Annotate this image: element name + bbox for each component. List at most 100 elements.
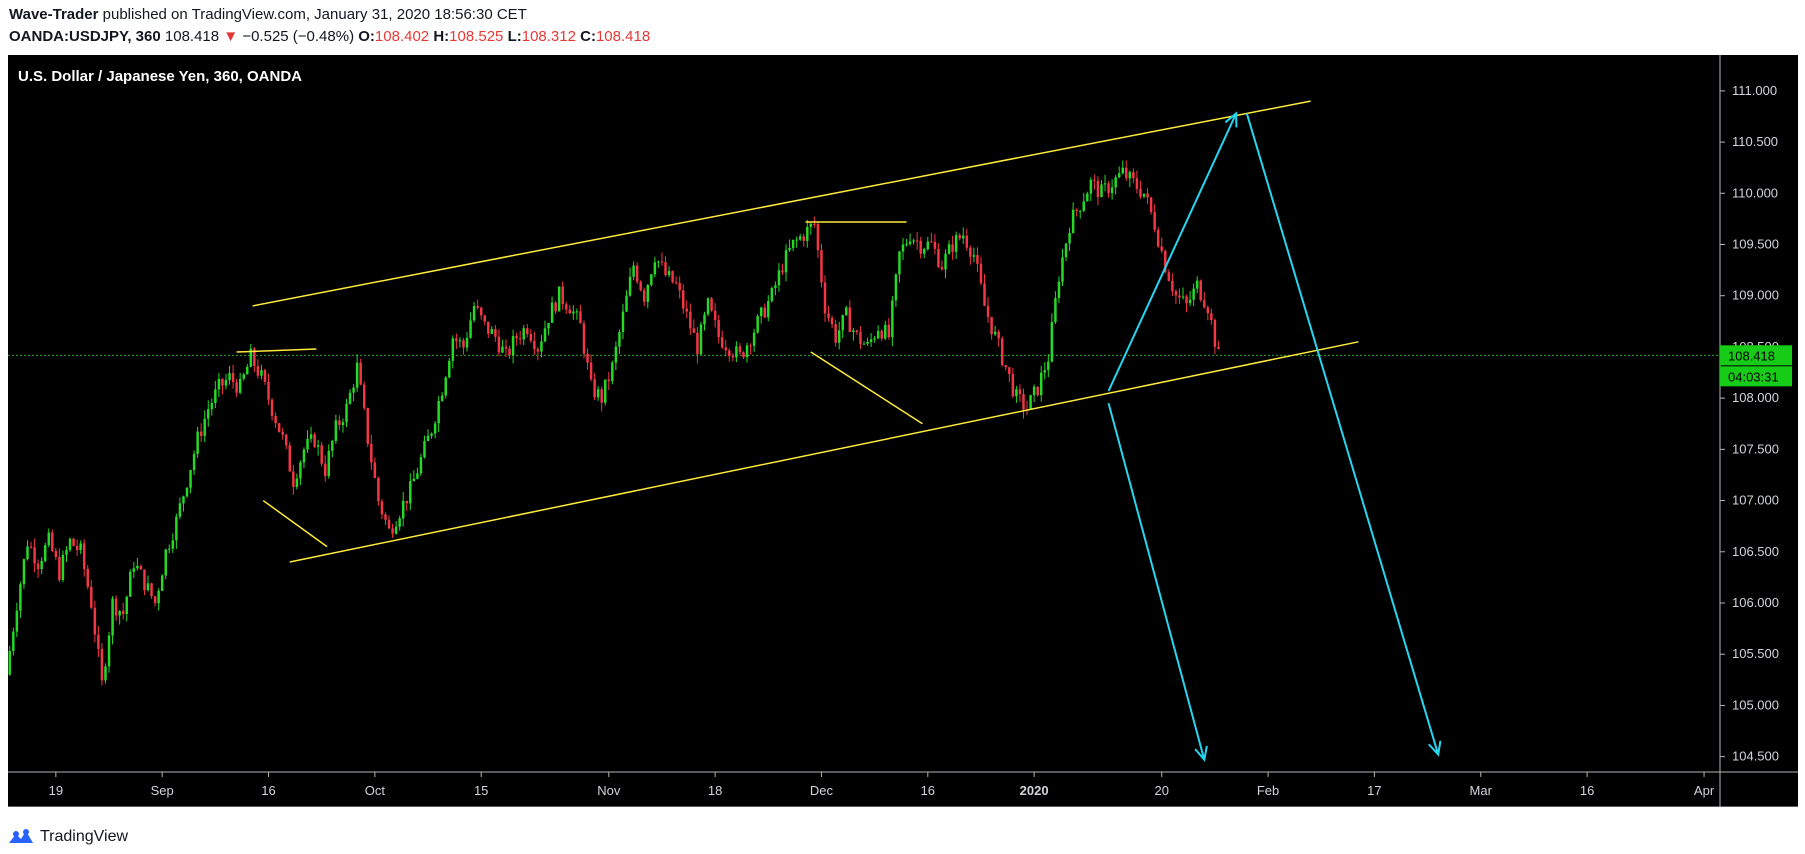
candle-body <box>68 538 72 550</box>
candle-body <box>813 223 816 225</box>
candle-body <box>646 285 650 302</box>
candle-body <box>976 255 979 264</box>
candle-body <box>444 377 447 396</box>
candle-body <box>348 392 352 404</box>
candle-body <box>557 286 561 312</box>
candle-body <box>600 389 603 403</box>
candle-body <box>33 547 36 564</box>
candle-body <box>720 337 724 348</box>
candle-body <box>944 253 947 270</box>
projection-up-arrow[interactable] <box>1107 112 1238 392</box>
wedge-bottom-trendline[interactable] <box>810 351 923 425</box>
down-arrow-icon: ▼ <box>223 28 239 45</box>
projection-down-left-arrow[interactable] <box>1107 402 1206 760</box>
candle-body <box>703 314 706 325</box>
candle-body <box>1181 296 1185 298</box>
candle-body <box>320 445 323 464</box>
price-tick-label: 106.500 <box>1732 544 1779 559</box>
candle-body <box>526 328 529 334</box>
candle-body <box>398 518 401 527</box>
candle-body <box>876 330 880 339</box>
candle-body <box>788 248 791 251</box>
candle-body <box>625 295 628 312</box>
candle-body <box>940 266 944 270</box>
candle-body <box>791 239 795 249</box>
candle-body <box>880 330 883 339</box>
candle-body <box>1174 291 1178 296</box>
candle-body <box>341 422 345 426</box>
candle-body <box>1039 372 1043 396</box>
candle-body <box>572 311 575 314</box>
candle-body <box>111 598 114 636</box>
candle-body <box>713 310 717 321</box>
candle-body <box>412 478 416 482</box>
candle-body <box>26 546 29 560</box>
candle-body <box>628 276 632 296</box>
symbol-label: OANDA:USDJPY, 360 <box>9 28 161 45</box>
projection-down-right-arrow[interactable] <box>1245 113 1440 755</box>
candle-body <box>416 473 419 479</box>
candle-body <box>334 420 338 441</box>
candle-body <box>1125 167 1128 179</box>
candle-body <box>937 248 940 267</box>
candle-body <box>164 549 167 576</box>
candle-body <box>823 282 827 314</box>
chart-container[interactable]: U.S. Dollar / Japanese Yen, 360, OANDA 1… <box>8 55 1798 808</box>
channel-lower-trendline[interactable] <box>289 341 1359 563</box>
candle-body <box>596 389 600 398</box>
candle-body <box>458 340 462 342</box>
candle-body <box>75 545 79 550</box>
time-tick-label: Sep <box>151 783 174 798</box>
price-tick-label: 107.000 <box>1732 493 1779 508</box>
candle-body <box>1022 394 1025 410</box>
triangle-top-trendline[interactable] <box>236 348 317 353</box>
candle-body <box>1142 193 1146 197</box>
candle-body <box>437 400 440 424</box>
price-tick-label: 110.000 <box>1732 185 1778 200</box>
time-axis[interactable]: 19 Sep 16 Oct 15 Nov 18 Dec 16 2020 20 Feb 17 Mar 16 Ap… <box>49 772 1715 798</box>
candle-body <box>962 235 965 239</box>
candle-body <box>1114 177 1117 188</box>
candle-body <box>777 270 781 286</box>
candle-body <box>639 281 642 291</box>
candle-body <box>497 336 501 353</box>
tradingview-brand[interactable]: TradingView <box>40 828 129 845</box>
candle-body <box>724 347 728 351</box>
candle-body <box>1171 280 1174 292</box>
candle-body <box>550 302 554 323</box>
candle-body <box>540 341 543 352</box>
candle-body <box>593 379 596 398</box>
candle-body <box>47 532 51 546</box>
candle-body <box>664 262 667 276</box>
candle-body <box>462 340 465 348</box>
candle-body <box>391 528 394 534</box>
candle-body <box>299 462 302 479</box>
candle-body <box>908 241 912 244</box>
candlestick-chart[interactable]: U.S. Dollar / Japanese Yen, 360, OANDA 1… <box>8 55 1798 808</box>
candle-body <box>845 307 848 316</box>
candle-body <box>1128 172 1132 179</box>
price-tick-label: 105.500 <box>1732 646 1779 661</box>
triangle-bottom-trendline[interactable] <box>262 499 328 548</box>
candle-body <box>1213 320 1217 347</box>
candle-body <box>1107 183 1110 194</box>
last-price-badge-label: 108.418 <box>1728 348 1775 363</box>
candle-body <box>501 346 504 353</box>
channel-upper-trendline[interactable] <box>252 100 1311 307</box>
candle-body <box>182 496 185 504</box>
price-axis[interactable]: 111.000110.500110.000109.500109.000108.5… <box>1720 83 1779 764</box>
candle-body <box>770 287 774 302</box>
candle-body <box>490 329 494 334</box>
arrow-head-icon <box>1194 745 1208 762</box>
candle-body <box>12 631 15 651</box>
candle-body <box>728 350 731 357</box>
candle-body <box>1004 365 1008 368</box>
author-name[interactable]: Wave-Trader <box>9 6 99 23</box>
low-value: 108.312 <box>521 28 576 45</box>
tradingview-logo-icon[interactable] <box>8 828 34 846</box>
time-tick-label: 2020 <box>1020 783 1049 798</box>
candle-body <box>554 302 557 312</box>
candle-body <box>150 583 153 597</box>
candle-body <box>1156 229 1160 247</box>
candle-body <box>1149 197 1153 213</box>
